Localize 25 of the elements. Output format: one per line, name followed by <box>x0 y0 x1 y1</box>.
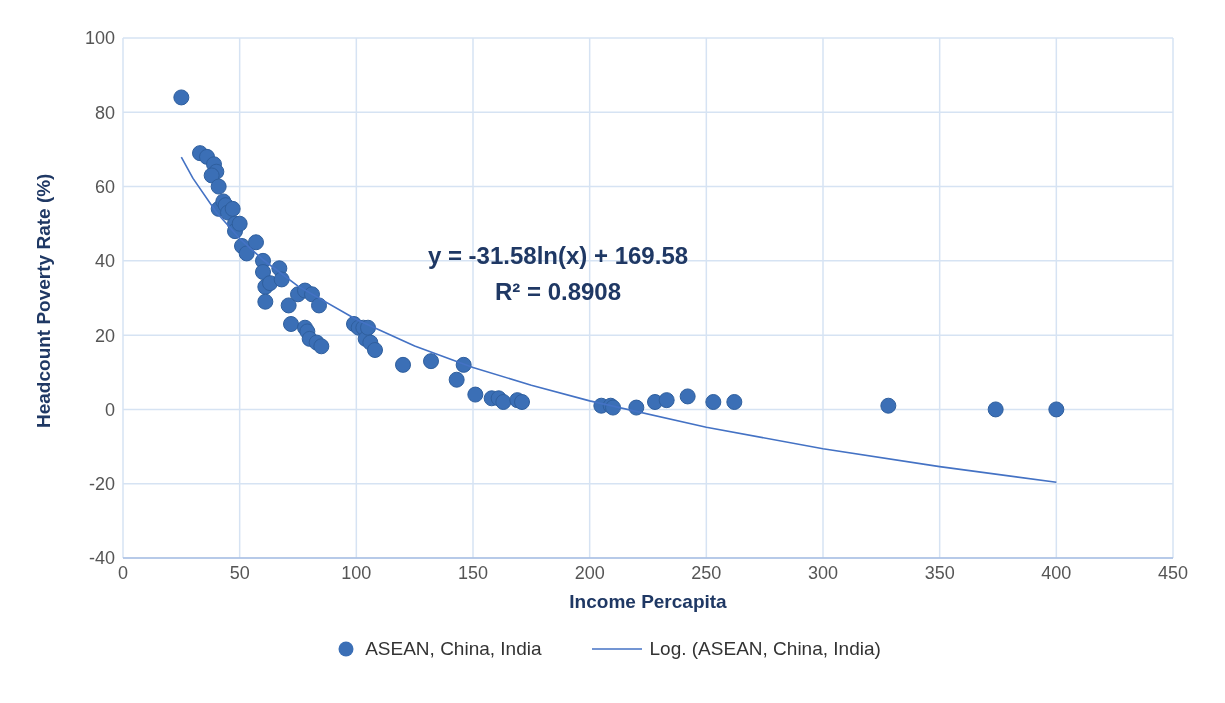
y-axis-title: Headcount Poverty Rate (%) <box>32 173 54 428</box>
x-tick-label: 400 <box>1041 562 1072 583</box>
legend-label: ASEAN, China, India <box>365 638 542 660</box>
x-tick-label: 250 <box>691 562 722 583</box>
line-series <box>180 156 1058 484</box>
y-tick-label: 0 <box>104 399 115 420</box>
x-tick-label: 0 <box>117 562 129 583</box>
annotation: y = -31.58ln(x) + 169.58 <box>426 241 690 271</box>
x-tick-label: 200 <box>574 562 605 583</box>
x-tick-label: 100 <box>341 562 372 583</box>
x-tick-label: 450 <box>1157 562 1189 583</box>
legend-label: Log. (ASEAN, China, India) <box>649 638 881 660</box>
x-tick-label: 300 <box>807 562 839 583</box>
y-tick-label: -20 <box>88 474 115 495</box>
x-axis-title: Income Percapita <box>569 591 728 612</box>
x-tick-label: 50 <box>229 562 250 583</box>
y-tick-label: 60 <box>94 176 115 197</box>
y-tick-label: 80 <box>94 102 115 123</box>
x-tick-label: 350 <box>924 562 955 583</box>
y-tick-label: 100 <box>84 28 115 49</box>
y-tick-label: -40 <box>88 548 115 569</box>
y-tick-label: 20 <box>94 325 115 346</box>
y-tick-label: 40 <box>94 251 115 272</box>
x-tick-label: 150 <box>457 562 489 583</box>
annotation: R² = 0.8908 <box>493 277 623 307</box>
